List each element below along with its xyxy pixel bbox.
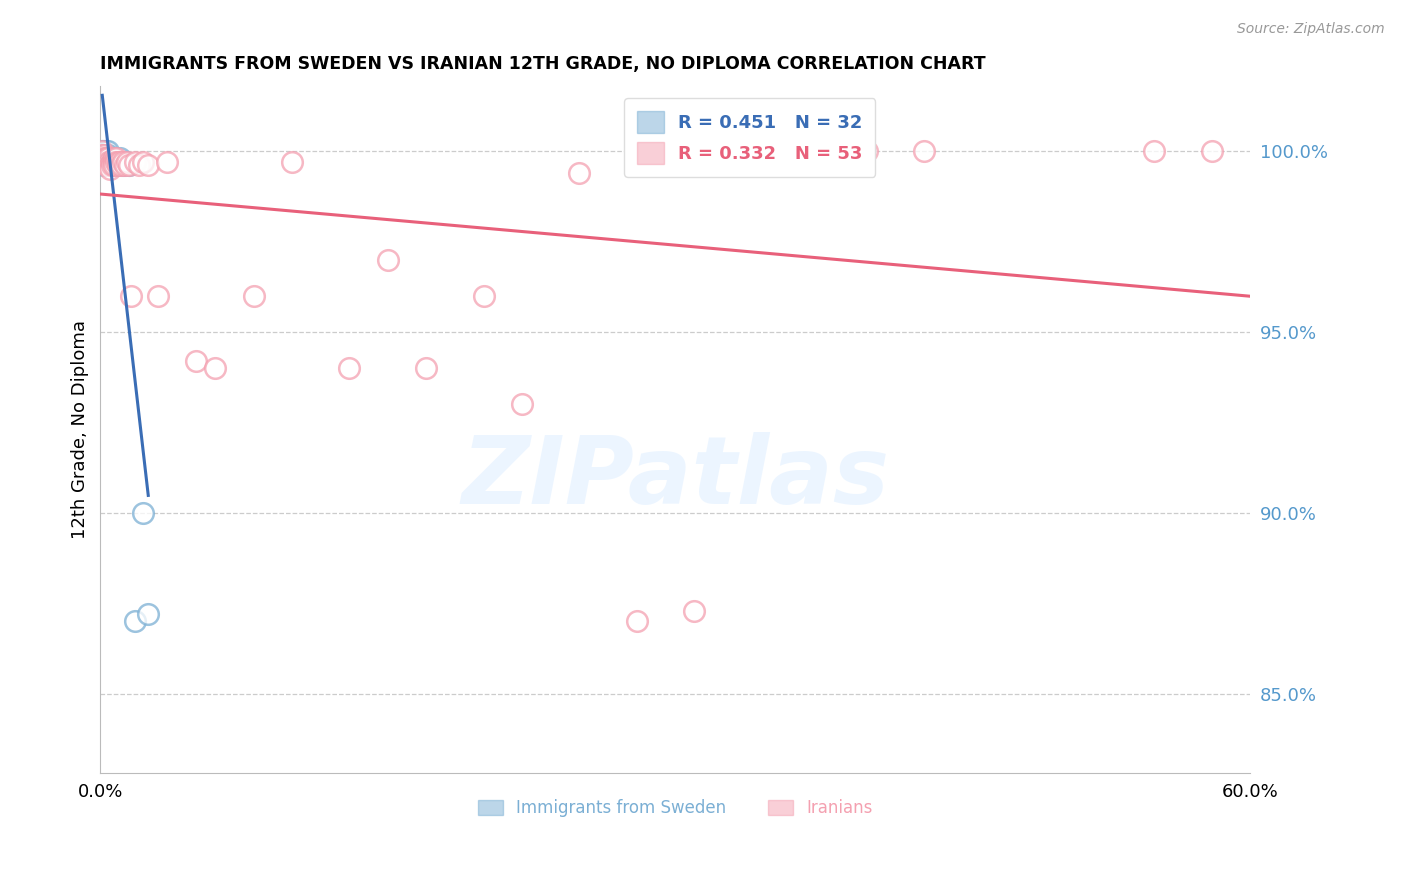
Y-axis label: 12th Grade, No Diploma: 12th Grade, No Diploma [72,320,89,539]
Point [98,158,121,172]
Point [124,154,146,169]
Point [97,151,120,165]
Point [97,147,120,161]
Point [339,361,361,376]
Point [97,154,120,169]
Point [107,154,129,169]
Point [120,289,142,303]
Point [131,154,153,169]
Point [91,151,114,165]
Point [103,151,125,165]
Point [136,607,159,622]
Point [91,144,114,158]
Point [103,158,125,172]
Point [186,354,208,368]
Point [98,154,121,169]
Point [110,158,132,172]
Point [101,154,124,169]
Legend: Immigrants from Sweden, Iranians: Immigrants from Sweden, Iranians [471,792,879,823]
Point [112,158,135,172]
Point [91,147,114,161]
Point [103,158,125,172]
Point [101,158,124,172]
Point [568,166,591,180]
Point [114,158,136,172]
Point [110,154,132,169]
Point [104,154,127,169]
Point [136,158,159,172]
Point [91,144,114,158]
Point [94,154,117,169]
Point [97,144,120,158]
Point [94,151,117,165]
Point [741,154,763,169]
Point [93,151,115,165]
Point [124,615,146,629]
Point [107,158,129,172]
Text: Source: ZipAtlas.com: Source: ZipAtlas.com [1237,22,1385,37]
Point [93,147,115,161]
Point [281,154,304,169]
Point [103,151,125,165]
Point [91,144,114,158]
Point [108,154,131,169]
Point [103,154,125,169]
Point [114,154,136,169]
Point [101,158,124,172]
Point [104,151,127,165]
Point [104,154,127,169]
Point [115,154,138,169]
Point [94,151,117,165]
Point [98,154,121,169]
Point [93,158,115,172]
Point [377,252,399,267]
Point [510,397,533,411]
Point [799,151,821,165]
Point [146,289,169,303]
Point [156,154,179,169]
Text: IMMIGRANTS FROM SWEDEN VS IRANIAN 12TH GRADE, NO DIPLOMA CORRELATION CHART: IMMIGRANTS FROM SWEDEN VS IRANIAN 12TH G… [100,55,986,73]
Point [107,154,129,169]
Point [1201,144,1223,158]
Point [93,147,115,161]
Point [112,154,135,169]
Point [912,144,935,158]
Point [98,151,121,165]
Point [94,147,117,161]
Point [101,154,124,169]
Point [683,603,706,617]
Point [204,361,226,376]
Point [108,151,131,165]
Point [93,144,115,158]
Point [104,158,127,172]
Point [94,158,117,172]
Point [242,289,264,303]
Point [101,151,124,165]
Point [94,144,117,158]
Point [415,361,437,376]
Point [98,162,121,177]
Point [93,144,115,158]
Point [98,151,121,165]
Point [118,158,141,172]
Point [97,154,120,169]
Point [626,615,648,629]
Point [1143,144,1166,158]
Point [472,289,495,303]
Point [855,144,877,158]
Point [118,158,141,172]
Point [131,506,153,520]
Point [91,151,114,165]
Point [128,158,150,172]
Text: ZIPatlas: ZIPatlas [461,432,889,524]
